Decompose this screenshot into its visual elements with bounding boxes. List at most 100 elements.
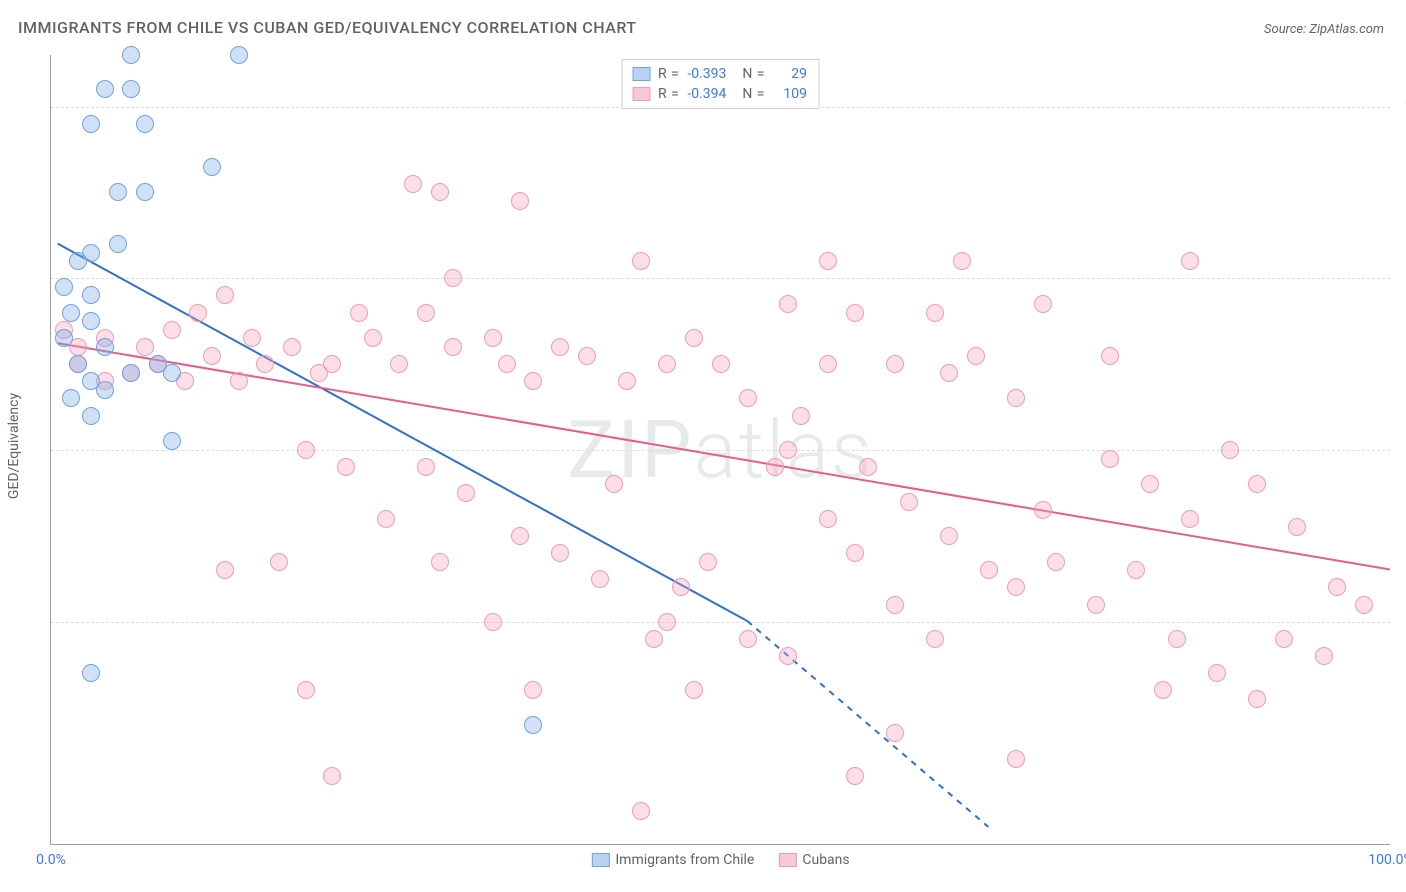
stat-r-value-cubans: -0.394 — [687, 84, 726, 104]
point-cubans — [417, 458, 435, 476]
point-chile — [82, 407, 100, 425]
point-cubans — [1288, 518, 1306, 536]
point-chile — [136, 183, 154, 201]
point-cubans — [1047, 553, 1065, 571]
point-cubans — [699, 553, 717, 571]
point-chile — [96, 381, 114, 399]
point-cubans — [310, 364, 328, 382]
point-cubans — [136, 338, 154, 356]
point-chile — [96, 338, 114, 356]
point-chile — [109, 235, 127, 253]
plot-area: ZIPatlas 70.0%80.0%90.0%100.0% R =-0.393… — [50, 55, 1390, 845]
point-cubans — [632, 252, 650, 270]
stat-swatch-chile — [632, 67, 650, 81]
stat-n-value-cubans: 109 — [773, 84, 807, 104]
legend-item-cubans: Cubans — [778, 852, 849, 868]
stat-n-label: N = — [734, 64, 765, 84]
point-cubans — [216, 286, 234, 304]
point-chile — [203, 158, 221, 176]
gridline — [51, 622, 1390, 623]
point-cubans — [337, 458, 355, 476]
point-cubans — [819, 252, 837, 270]
stat-n-label: N = — [734, 84, 765, 104]
stat-r-value-chile: -0.393 — [687, 64, 726, 84]
point-cubans — [940, 364, 958, 382]
point-chile — [136, 115, 154, 133]
point-cubans — [685, 681, 703, 699]
point-cubans — [1248, 475, 1266, 493]
point-cubans — [886, 355, 904, 373]
point-cubans — [1087, 596, 1105, 614]
point-cubans — [524, 372, 542, 390]
y-tick-label: 90.0% — [1395, 270, 1406, 286]
point-cubans — [163, 321, 181, 339]
point-cubans — [498, 355, 516, 373]
point-cubans — [297, 681, 315, 699]
point-chile — [62, 389, 80, 407]
point-cubans — [256, 355, 274, 373]
point-cubans — [1101, 450, 1119, 468]
y-tick-label: 100.0% — [1395, 99, 1406, 115]
point-chile — [82, 664, 100, 682]
source-label: Source: ZipAtlas.com — [1264, 22, 1384, 37]
point-cubans — [886, 596, 904, 614]
point-cubans — [1101, 347, 1119, 365]
point-cubans — [1034, 501, 1052, 519]
point-cubans — [417, 304, 435, 322]
stat-r-label: R = — [658, 64, 679, 84]
point-cubans — [431, 553, 449, 571]
point-cubans — [685, 329, 703, 347]
point-chile — [82, 115, 100, 133]
trend-line-chile — [58, 244, 748, 621]
point-cubans — [792, 407, 810, 425]
point-cubans — [444, 269, 462, 287]
point-cubans — [1208, 664, 1226, 682]
point-cubans — [484, 329, 502, 347]
legend-swatch-chile — [591, 853, 609, 867]
point-cubans — [940, 527, 958, 545]
point-cubans — [457, 484, 475, 502]
point-chile — [69, 355, 87, 373]
legend-label-chile: Immigrants from Chile — [615, 852, 754, 868]
point-cubans — [1275, 630, 1293, 648]
point-chile — [82, 312, 100, 330]
gridline — [51, 278, 1390, 279]
point-cubans — [1181, 252, 1199, 270]
point-chile — [524, 716, 542, 734]
y-axis-label: GED/Equivalency — [6, 393, 22, 499]
point-cubans — [739, 389, 757, 407]
point-cubans — [1355, 596, 1373, 614]
point-chile — [122, 364, 140, 382]
point-chile — [122, 80, 140, 98]
point-cubans — [230, 372, 248, 390]
point-cubans — [1141, 475, 1159, 493]
point-cubans — [1248, 690, 1266, 708]
point-cubans — [511, 192, 529, 210]
point-cubans — [980, 561, 998, 579]
point-cubans — [551, 338, 569, 356]
point-cubans — [297, 441, 315, 459]
point-cubans — [1007, 389, 1025, 407]
point-chile — [69, 252, 87, 270]
point-cubans — [859, 458, 877, 476]
point-chile — [122, 46, 140, 64]
stat-legend: R =-0.393 N =29R =-0.394 N =109 — [621, 59, 820, 109]
bottom-legend: Immigrants from Chile Cubans — [591, 852, 849, 868]
point-chile — [96, 80, 114, 98]
point-chile — [62, 304, 80, 322]
point-cubans — [1007, 578, 1025, 596]
point-cubans — [605, 475, 623, 493]
point-cubans — [484, 613, 502, 631]
point-chile — [163, 432, 181, 450]
point-cubans — [591, 570, 609, 588]
point-cubans — [216, 561, 234, 579]
point-cubans — [283, 338, 301, 356]
point-cubans — [618, 372, 636, 390]
trend-line-cubans — [58, 343, 1390, 569]
point-cubans — [323, 767, 341, 785]
point-cubans — [1007, 750, 1025, 768]
point-cubans — [846, 304, 864, 322]
point-chile — [163, 364, 181, 382]
stat-swatch-cubans — [632, 87, 650, 101]
point-cubans — [739, 630, 757, 648]
